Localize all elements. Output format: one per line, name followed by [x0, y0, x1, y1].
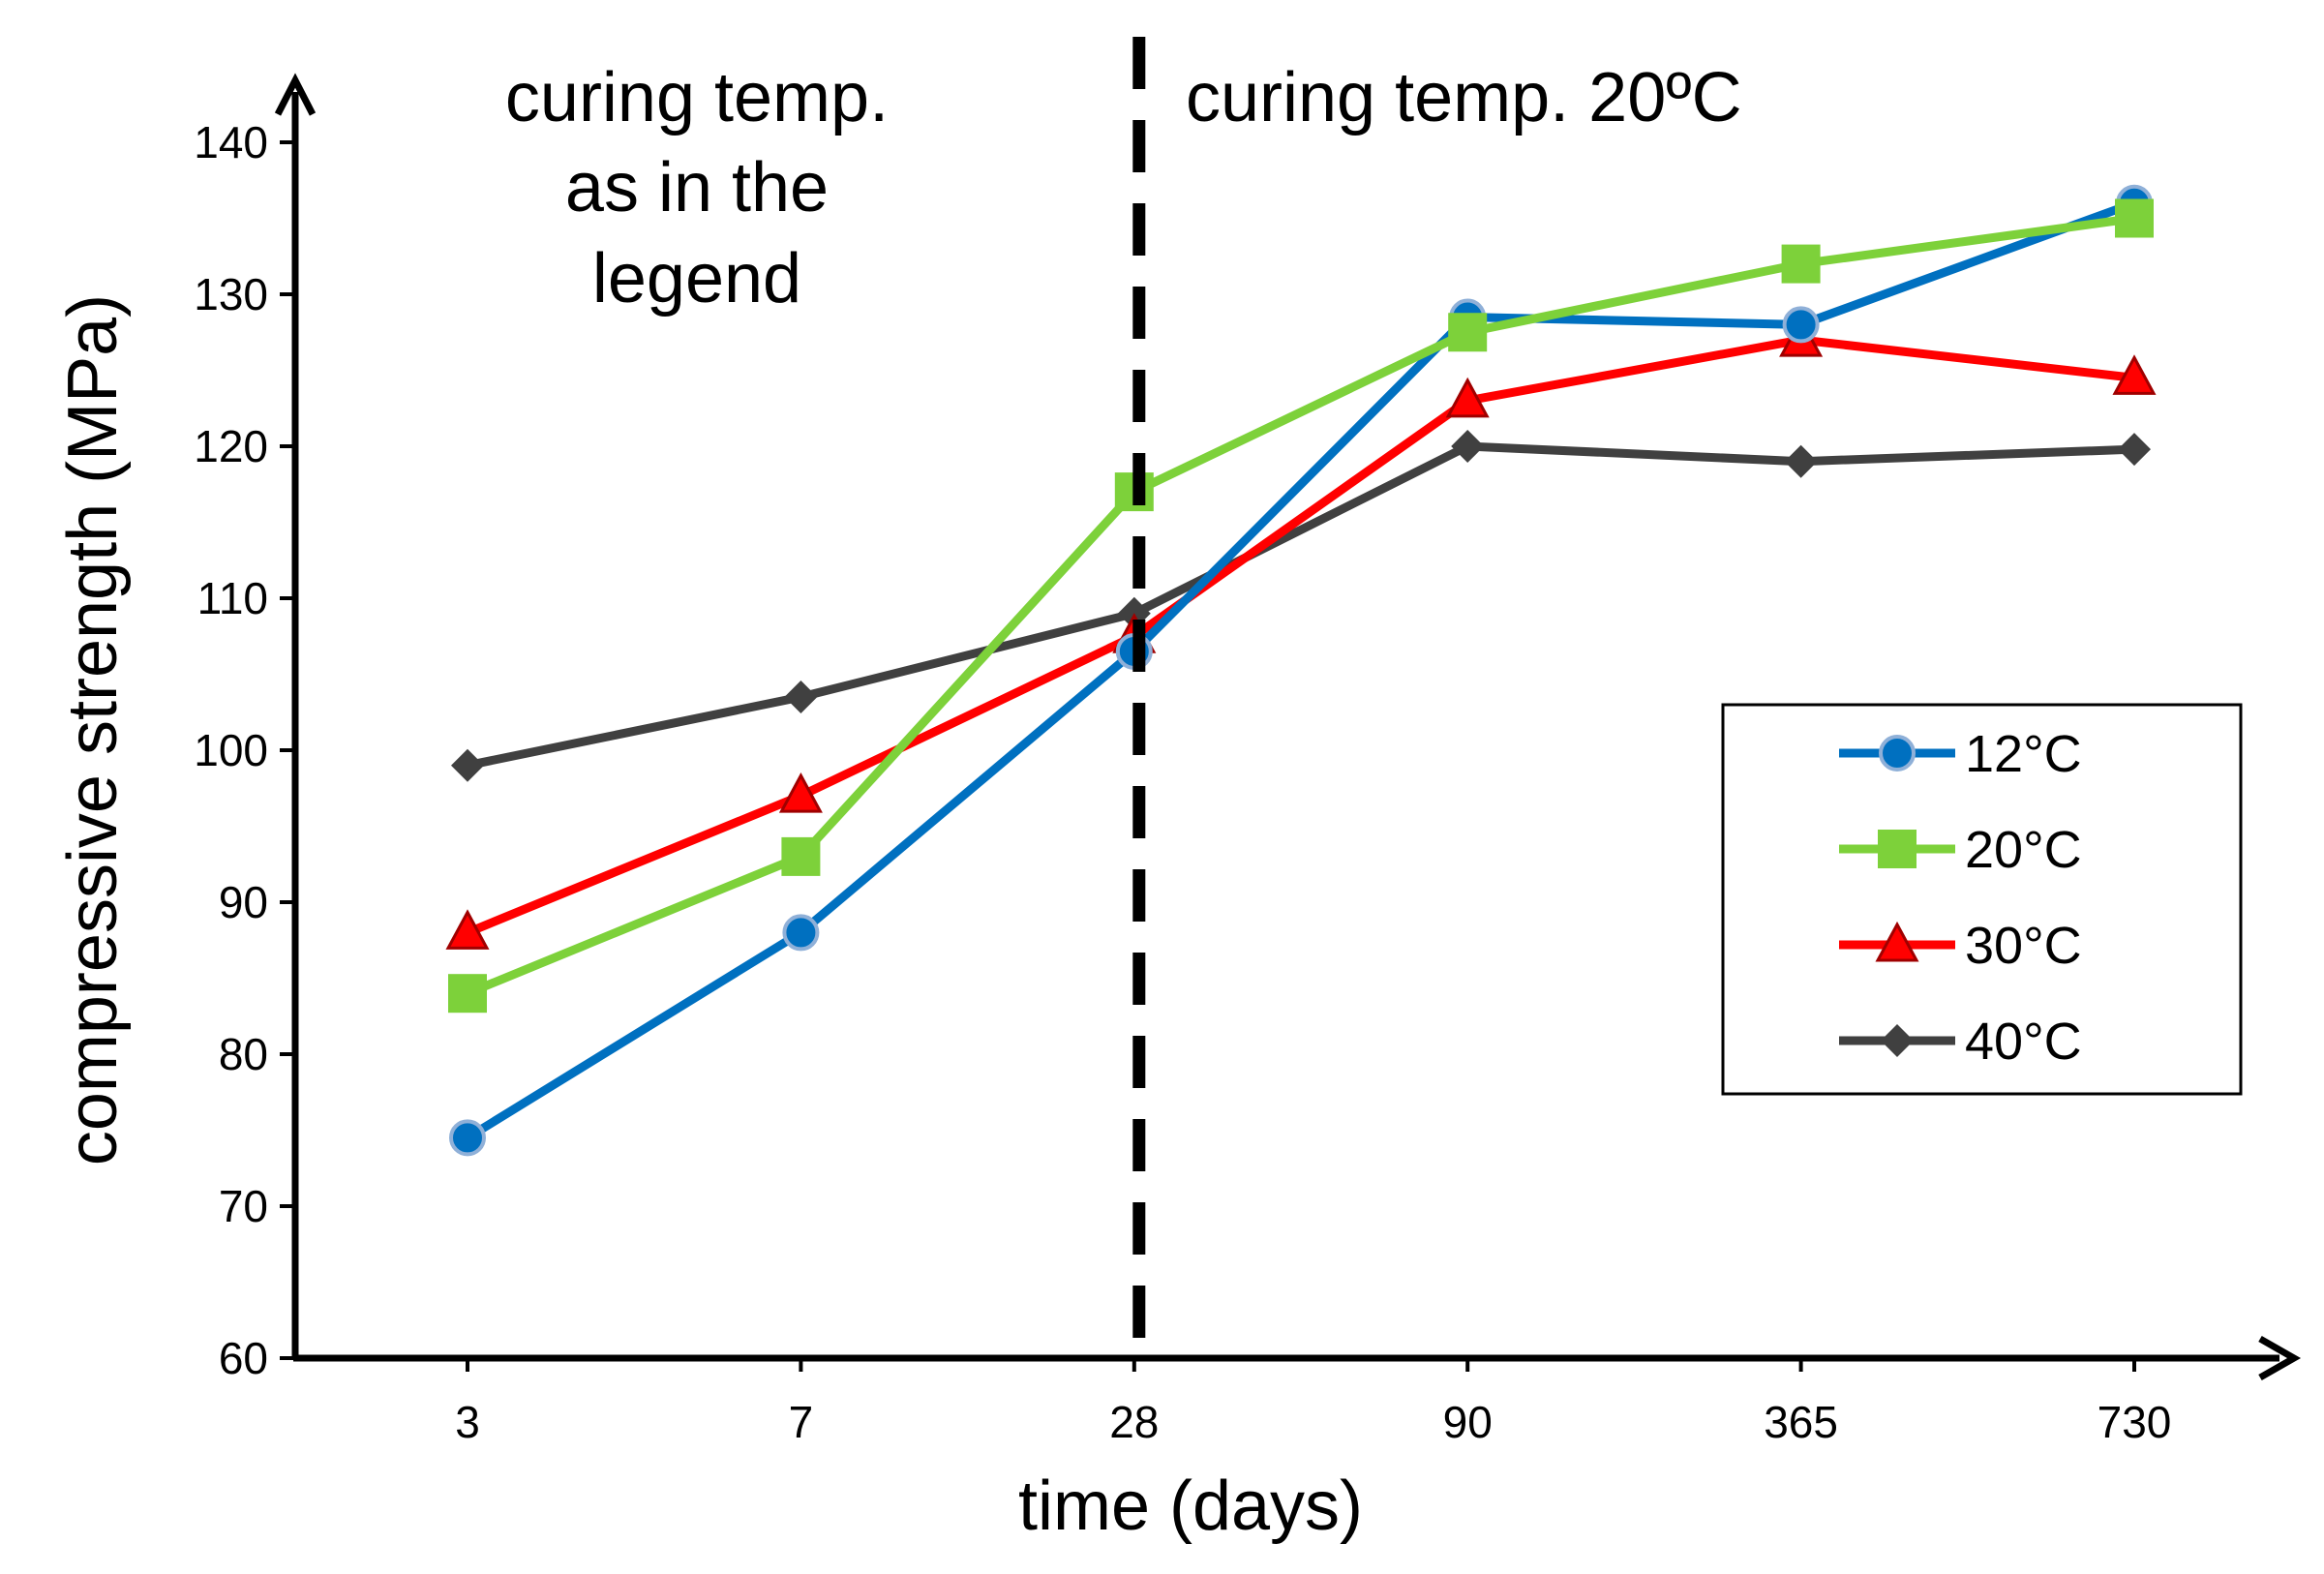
x-tick-label: 90 — [1443, 1397, 1493, 1447]
annotation-right: curing temp. 20ºC — [1186, 59, 1742, 136]
x-axis-title: time (days) — [1018, 1468, 1363, 1545]
x-tick-label: 28 — [1109, 1397, 1159, 1447]
legend-swatch-marker — [1881, 1024, 1914, 1057]
legend-label: 40°C — [1965, 1013, 2082, 1071]
legend-swatch-marker — [1875, 921, 1919, 962]
x-tick-label: 730 — [2098, 1397, 2172, 1447]
y-axis-title: compressive strength (MPa) — [54, 294, 132, 1165]
data-point — [784, 681, 818, 714]
y-tick-label: 80 — [219, 1029, 268, 1079]
data-point — [449, 1119, 486, 1157]
data-point — [445, 909, 490, 950]
y-tick-label: 130 — [194, 269, 268, 319]
legend-item: 40°C — [1839, 1013, 2082, 1071]
annotation-left-line-1: curing temp. — [505, 59, 889, 136]
x-axis-arrow — [2258, 1335, 2302, 1381]
x-tick-label: 7 — [789, 1397, 814, 1447]
series-layer — [445, 184, 2157, 1157]
data-point — [2115, 198, 2154, 238]
data-point — [778, 772, 823, 813]
data-point — [1782, 306, 1820, 344]
data-point — [1784, 444, 1818, 478]
legend-label: 20°C — [1965, 821, 2082, 879]
series-line — [466, 214, 2135, 998]
y-tick-label: 140 — [194, 117, 268, 167]
data-point — [782, 914, 820, 952]
x-ticks: 3 7 28 90 365 730 — [455, 1358, 2171, 1447]
legend: 12°C 20°C 30°C 40°C — [1721, 703, 2243, 1096]
y-tick-label: 100 — [194, 725, 268, 775]
legend-item: 30°C — [1839, 917, 2082, 975]
annotation-left-line-3: legend — [592, 240, 801, 318]
data-point — [2118, 433, 2151, 467]
legend-item: 20°C — [1839, 821, 2082, 879]
y-ticks: 60 70 80 90 100 110 120 130 140 — [194, 117, 295, 1383]
y-axis-arrow — [274, 73, 317, 116]
y-tick-label: 110 — [197, 573, 268, 623]
data-point — [448, 974, 487, 1014]
series-line — [465, 198, 2136, 1142]
y-tick-label: 70 — [219, 1181, 268, 1231]
data-point — [451, 748, 484, 782]
legend-label: 12°C — [1965, 725, 2082, 783]
legend-label: 30°C — [1965, 917, 2082, 975]
data-point — [781, 836, 821, 876]
legend-swatch-marker — [1878, 830, 1917, 868]
annotation-left-line-2: as in the — [565, 149, 829, 227]
axes — [274, 73, 2302, 1381]
y-tick-label: 60 — [219, 1333, 268, 1383]
x-tick-label: 3 — [455, 1397, 480, 1447]
y-tick-label: 120 — [194, 421, 268, 471]
series-line — [466, 335, 2135, 937]
data-point — [1781, 244, 1821, 284]
data-point — [1448, 313, 1488, 352]
series-line — [467, 441, 2135, 771]
legend-box — [1721, 703, 2243, 1096]
legend-swatch-marker — [1879, 735, 1916, 772]
x-tick-label: 365 — [1764, 1397, 1838, 1447]
y-tick-label: 90 — [219, 877, 268, 927]
legend-item: 12°C — [1839, 725, 2082, 783]
series-40c — [451, 430, 2151, 782]
data-point — [1445, 377, 1490, 418]
data-point — [2112, 354, 2157, 395]
data-point — [1451, 430, 1485, 463]
